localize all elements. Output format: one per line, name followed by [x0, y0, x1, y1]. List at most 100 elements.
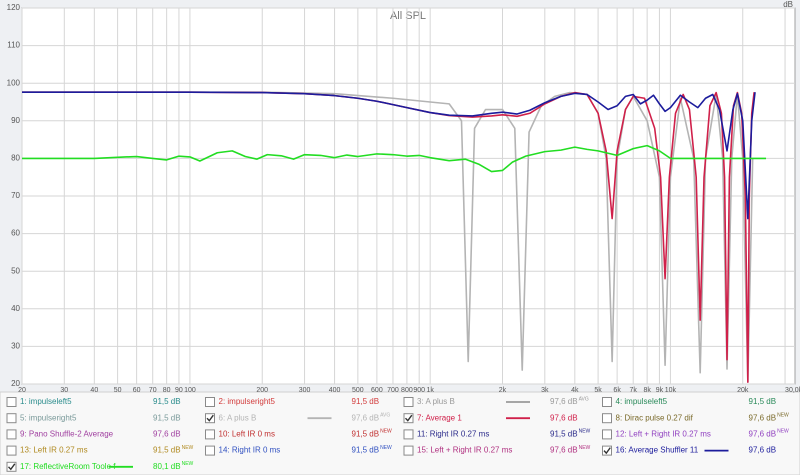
- check-mark: [7, 463, 16, 471]
- y-unit: dB: [783, 0, 793, 9]
- legend-label: 1: impulseleft5: [20, 397, 72, 406]
- x-tick-label: 1k: [426, 387, 434, 394]
- x-tick-label: 900: [413, 387, 425, 394]
- legend-label: 3: A plus B: [417, 397, 455, 406]
- checkbox[interactable]: [6, 413, 17, 424]
- x-tick-label: 500: [352, 387, 364, 394]
- x-tick-label: 60: [133, 387, 141, 394]
- x-tick-label: 70: [149, 387, 157, 394]
- x-tick-label: 700: [387, 387, 399, 394]
- x-tick-label: 40: [90, 387, 98, 394]
- y-tick-label: 120: [7, 3, 21, 12]
- legend-level: 97,6 dB: [749, 446, 777, 455]
- legend-label: 14: Right IR 0 ms: [219, 446, 281, 455]
- series-line: [22, 91, 754, 383]
- legend-label: 8: Dirac pulse 0.27 dif: [616, 413, 694, 422]
- x-tick-label: 800: [401, 387, 413, 394]
- x-tick-label: 300: [299, 387, 311, 394]
- legend-label: 13: Left IR 0.27 ms: [20, 446, 88, 455]
- x-tick-label: 50: [114, 387, 122, 394]
- checkbox[interactable]: [6, 429, 17, 440]
- check-mark: [603, 447, 611, 455]
- legend-tag: NEW: [579, 445, 591, 451]
- checkbox[interactable]: [6, 445, 17, 456]
- legend-level: 97,6 dB: [749, 430, 777, 439]
- legend-level: 97,6 dB: [153, 430, 181, 439]
- legend-tag: NEW: [182, 461, 194, 467]
- y-tick-label: 50: [11, 266, 20, 275]
- legend-tag: NEW: [380, 445, 392, 451]
- x-tick-label: 600: [371, 387, 383, 394]
- y-tick-label: 60: [11, 229, 20, 238]
- legend-tag: NEW: [777, 429, 789, 435]
- checkbox[interactable]: [6, 397, 17, 407]
- legend-level: 97,6 dB: [749, 413, 777, 422]
- x-tick-label: 2k: [499, 387, 507, 394]
- legend-label: 17: ReflectiveRoom Toole f: [20, 462, 116, 471]
- legend-label: 7: Average 1: [417, 413, 462, 422]
- legend-level: 97,6 dB: [550, 413, 578, 422]
- legend-level: 91,5 dB: [153, 397, 181, 406]
- checkbox[interactable]: [602, 397, 612, 407]
- legend-tag: AVG: [579, 396, 589, 402]
- legend-level: 97,6 dB: [352, 413, 380, 422]
- legend-tag: AVG: [380, 413, 390, 419]
- x-tick-label: 20k: [737, 387, 749, 394]
- y-tick-label: 30: [11, 342, 20, 351]
- legend-tag: NEW: [579, 429, 591, 435]
- legend: 1: impulseleft5 91,5 dB 2: impulseright5 91…: [6, 396, 789, 472]
- legend-level: 91,5 dB: [749, 397, 777, 406]
- check-mark: [404, 414, 413, 422]
- legend-tag: NEW: [182, 445, 194, 451]
- checkbox[interactable]: [602, 413, 612, 424]
- checkbox[interactable]: [602, 445, 612, 456]
- x-tick-label: 3k: [541, 387, 549, 394]
- checkbox[interactable]: [6, 461, 17, 472]
- legend-label: 4: impulseleft5: [616, 397, 668, 406]
- x-tick-label: 10k: [665, 387, 677, 394]
- x-tick-label: 6k: [613, 387, 621, 394]
- checkbox[interactable]: [403, 413, 414, 424]
- checkbox[interactable]: [403, 445, 414, 456]
- checkbox[interactable]: [205, 413, 215, 424]
- y-tick-label: 80: [11, 154, 20, 163]
- legend-level: 91,5 dB: [352, 446, 380, 455]
- x-tick-label: 9k: [656, 387, 664, 394]
- x-tick-label: 90: [175, 387, 183, 394]
- y-tick-label: 70: [11, 191, 20, 200]
- checkbox[interactable]: [403, 397, 414, 407]
- legend-label: 6: A plus B: [219, 413, 257, 422]
- checkbox[interactable]: [205, 429, 215, 440]
- legend-label: 11: Right IR 0.27 ms: [417, 430, 489, 439]
- checkbox[interactable]: [205, 445, 215, 456]
- y-tick-label: 110: [7, 41, 20, 50]
- legend-label: 9: Pano Shuffle-2 Average: [20, 430, 114, 439]
- legend-level: 91,5 dB: [153, 413, 181, 422]
- x-tick-label: 4k: [571, 387, 579, 394]
- checkbox[interactable]: [602, 429, 612, 440]
- legend-level: 97,6 dB: [550, 397, 578, 406]
- x-tick-label: 8k: [643, 387, 651, 394]
- x-tick-label: 80: [163, 387, 171, 394]
- x-tick-label: 100: [184, 387, 196, 394]
- checkbox[interactable]: [403, 429, 414, 440]
- legend-tag: NEW: [380, 429, 392, 435]
- legend-label: 2: impulseright5: [219, 397, 276, 406]
- legend-level: 80,1 dB: [153, 462, 181, 471]
- legend-label: 15: Left + Right IR 0.27 ms: [417, 446, 512, 455]
- x-tick-label: 30,0k Hz: [785, 387, 800, 394]
- legend-tag: NEW: [777, 413, 789, 419]
- x-tick-label: 7k: [630, 387, 638, 394]
- chart-title: All SPL: [390, 10, 426, 22]
- series-line: [22, 91, 756, 220]
- x-tick-label: 5k: [594, 387, 602, 394]
- legend-level: 91,5 dB: [352, 430, 380, 439]
- checkbox[interactable]: [205, 397, 215, 407]
- legend-level: 91,5 dB: [550, 430, 578, 439]
- legend-panel: [0, 391, 800, 475]
- legend-label: 12: Left + Right IR 0.27 ms: [616, 430, 711, 439]
- legend-label: 16: Average Shuffler 11: [616, 446, 699, 455]
- y-tick-label: 40: [11, 304, 20, 313]
